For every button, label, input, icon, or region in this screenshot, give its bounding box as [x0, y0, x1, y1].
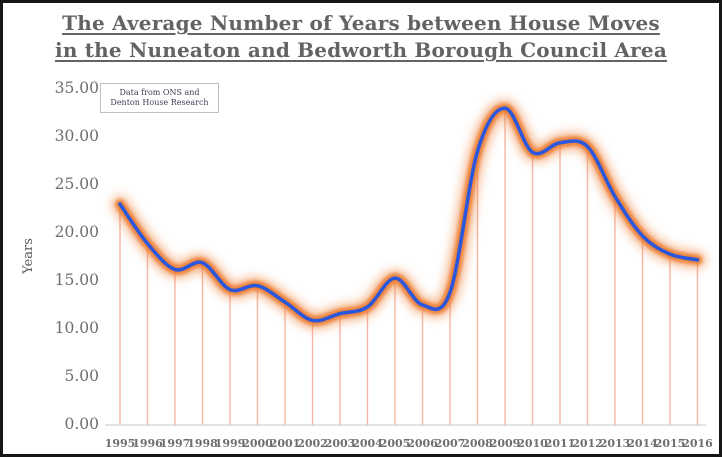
y-axis-tick-labels: 0.00 5.00 10.00 15.00 20.00 25.00 30.00 35.00 [55, 79, 99, 433]
y-tick-label-0: 0.00 [64, 415, 99, 433]
x-tick-label-2010: 2010 [517, 437, 548, 450]
x-tick-label-1997: 1997 [160, 437, 191, 450]
y-axis-title: Years [21, 238, 36, 275]
trend-line [118, 106, 700, 323]
x-tick-label-2016: 2016 [682, 437, 713, 450]
y-tick-label-35: 35.00 [55, 79, 99, 97]
x-tick-label-2008: 2008 [462, 437, 493, 450]
y-tick-label-5: 5.00 [64, 367, 99, 385]
x-tick-label-2002: 2002 [297, 437, 328, 450]
x-tick-label-2013: 2013 [600, 437, 631, 450]
chart-title-line2: in the Nuneaton and Bedworth Borough Cou… [55, 38, 667, 62]
x-tick-label-2014: 2014 [627, 437, 658, 450]
drop-lines [119, 110, 699, 425]
x-tick-label-2012: 2012 [572, 437, 603, 450]
x-tick-label-2005: 2005 [380, 437, 411, 450]
x-tick-label-2000: 2000 [242, 437, 273, 450]
x-tick-label-1999: 1999 [215, 437, 246, 450]
x-tick-label-2004: 2004 [352, 437, 383, 450]
chart-title: The Average Number of Years between Hous… [3, 10, 719, 64]
source-annotation-line1: Data from ONS and [119, 88, 200, 97]
x-tick-label-2006: 2006 [407, 437, 438, 450]
x-tick-label-1996: 1996 [132, 437, 163, 450]
x-tick-label-1998: 1998 [187, 437, 218, 450]
source-annotation-box: Data from ONS and Denton House Research [100, 83, 219, 113]
x-tick-label-2011: 2011 [545, 437, 576, 450]
source-annotation-line2: Denton House Research [110, 98, 209, 107]
y-tick-label-30: 30.00 [55, 127, 99, 145]
x-axis-tick-labels: 1995199619971998199920002001200220032004… [105, 437, 713, 450]
x-tick-label-2003: 2003 [325, 437, 356, 450]
x-tick-label-2009: 2009 [490, 437, 521, 450]
y-tick-label-20: 20.00 [55, 223, 99, 241]
y-tick-label-25: 25.00 [55, 175, 99, 193]
x-tick-label-2015: 2015 [655, 437, 686, 450]
chart-title-line1: The Average Number of Years between Hous… [62, 11, 660, 35]
y-tick-label-10: 10.00 [55, 319, 99, 337]
x-tick-label-2001: 2001 [270, 437, 301, 450]
y-tick-label-15: 15.00 [55, 271, 99, 289]
line-chart: 0.00 5.00 10.00 15.00 20.00 25.00 30.00 35.00 19… [21, 79, 713, 450]
x-tick-label-2007: 2007 [435, 437, 466, 450]
x-tick-label-1995: 1995 [105, 437, 136, 450]
